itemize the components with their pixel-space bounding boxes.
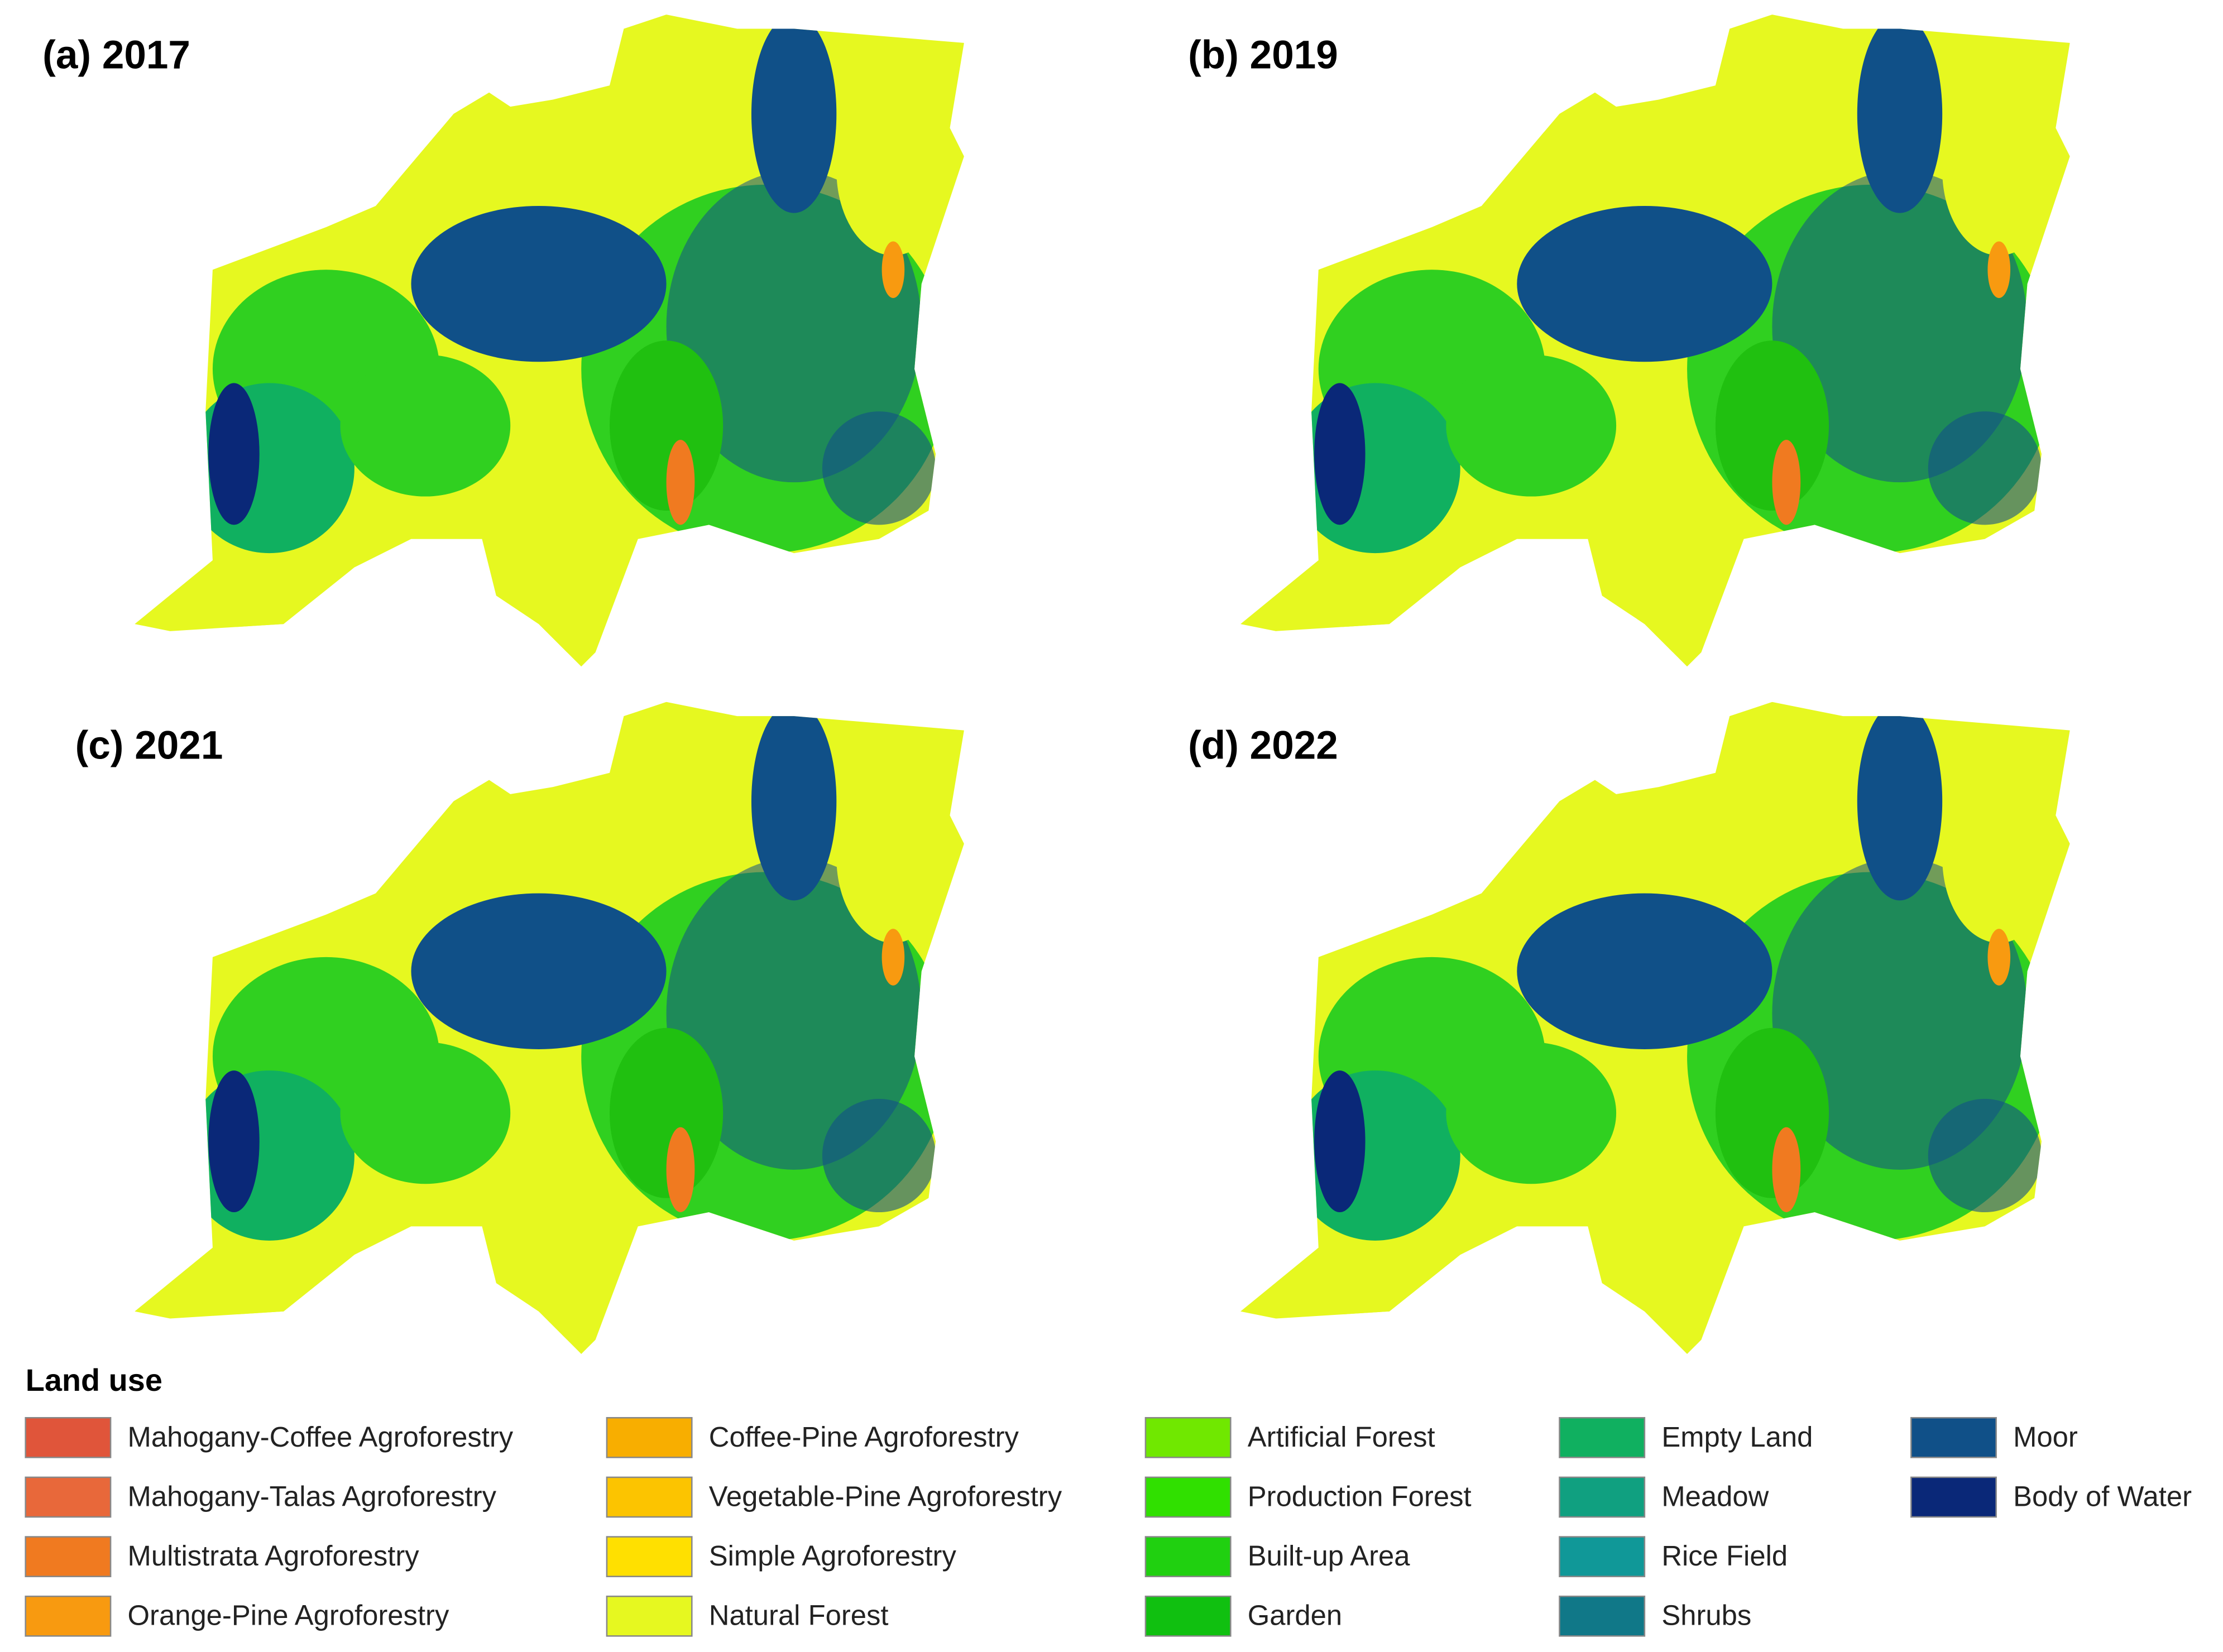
legend-label: Coffee-Pine Agroforestry	[709, 1421, 1019, 1453]
legend-label: Meadow	[1661, 1480, 1769, 1512]
legend-label: Orange-Pine Agroforestry	[128, 1600, 449, 1631]
panel-title: (c) 2021	[75, 723, 223, 767]
legend-swatch	[606, 1595, 693, 1637]
legend-label: Mahogany-Talas Agroforestry	[128, 1480, 497, 1512]
legend-label: Body of Water	[2013, 1480, 2192, 1512]
legend-label: Production Forest	[1248, 1480, 1472, 1512]
legend-label: Simple Agroforestry	[709, 1540, 957, 1572]
panel-title: (d) 2022	[1188, 723, 1338, 767]
legend-swatch	[1559, 1416, 1646, 1458]
legend-swatch	[1559, 1476, 1646, 1518]
legend-title: Land use	[26, 1362, 162, 1398]
legend-swatch	[606, 1416, 693, 1458]
legend-label: Vegetable-Pine Agroforestry	[709, 1480, 1062, 1512]
legend-label: Rice Field	[1661, 1540, 1788, 1572]
legend-swatch	[606, 1536, 693, 1577]
legend-label: Natural Forest	[709, 1600, 889, 1631]
legend-label: Artificial Forest	[1248, 1421, 1435, 1453]
legend-label: Shrubs	[1661, 1600, 1751, 1631]
legend-label: Multistrata Agroforestry	[128, 1540, 420, 1572]
map	[113, 1, 993, 681]
legend-label: Garden	[1248, 1600, 1342, 1631]
legend-swatch	[1144, 1416, 1232, 1458]
legend-swatch	[25, 1416, 112, 1458]
legend-swatch	[25, 1536, 112, 1577]
legend-swatch	[1144, 1536, 1232, 1577]
legend-swatch	[25, 1595, 112, 1637]
map	[1219, 1, 2099, 681]
panel-title: (a) 2017	[42, 33, 190, 78]
legend-swatch	[1559, 1595, 1646, 1637]
legend-swatch	[1910, 1416, 1997, 1458]
panel-title: (b) 2019	[1188, 33, 1338, 78]
legend-swatch	[1144, 1595, 1232, 1637]
map	[1219, 688, 2099, 1368]
legend-label: Built-up Area	[1248, 1540, 1411, 1572]
legend-swatch	[606, 1476, 693, 1518]
map	[113, 688, 993, 1368]
legend-swatch	[1559, 1536, 1646, 1577]
legend-swatch	[1144, 1476, 1232, 1518]
legend-label: Empty Land	[1661, 1421, 1813, 1453]
legend-label: Mahogany-Coffee Agroforestry	[128, 1421, 514, 1453]
legend-swatch	[1910, 1476, 1997, 1518]
legend-swatch	[25, 1476, 112, 1518]
legend-label: Moor	[2013, 1421, 2078, 1453]
